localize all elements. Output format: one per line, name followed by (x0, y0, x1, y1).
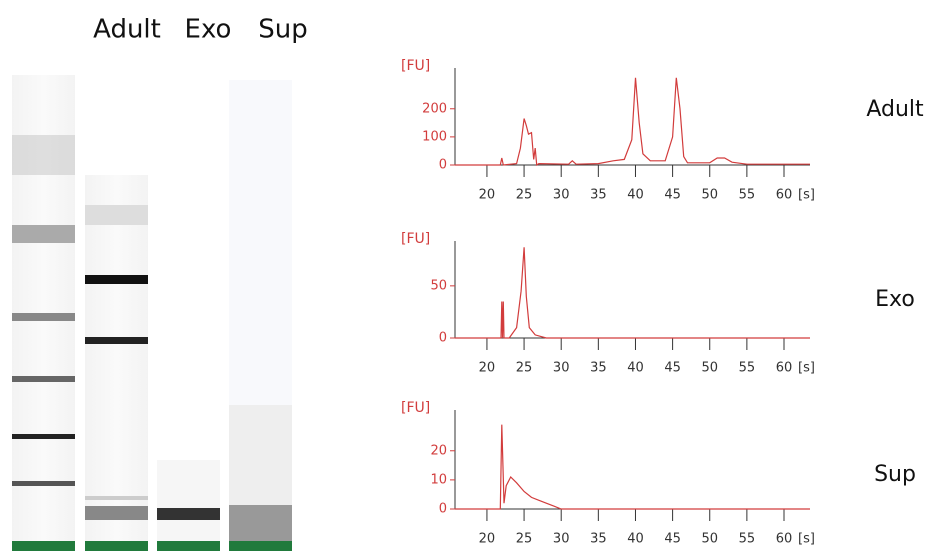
x-tick-label: 35 (590, 188, 607, 203)
band (85, 205, 148, 225)
band (12, 313, 75, 321)
x-tick-label: 25 (516, 361, 533, 376)
x-axis-label: [s] (798, 361, 815, 376)
x-tick-label: 55 (739, 361, 756, 376)
x-tick-label: 45 (664, 188, 681, 203)
band (12, 225, 75, 243)
y-tick-label: 200 (422, 101, 447, 116)
band (157, 508, 220, 520)
x-tick-label: 20 (479, 188, 496, 203)
x-tick-label: 30 (553, 532, 570, 547)
smear (229, 505, 292, 541)
band (12, 481, 75, 486)
lane-label: Exo (185, 15, 232, 45)
x-tick-label: 55 (739, 532, 756, 547)
band (85, 496, 148, 500)
x-tick-label: 25 (516, 532, 533, 547)
figure: Adult Exo Sup [FU]0100200202530354045505… (0, 0, 936, 551)
x-tick-label: 60 (776, 188, 793, 203)
x-tick-label: 60 (776, 361, 793, 376)
gel: Adult Exo Sup (12, 15, 308, 551)
x-tick-label: 40 (627, 361, 644, 376)
x-tick-label: 35 (590, 361, 607, 376)
x-tick-label: 55 (739, 188, 756, 203)
x-tick-label: 35 (590, 532, 607, 547)
band (85, 275, 148, 284)
band (12, 434, 75, 439)
marker (157, 541, 220, 551)
x-tick-label: 30 (553, 361, 570, 376)
y-tick-label: 0 (439, 502, 447, 517)
trace (455, 78, 810, 165)
lane-label: Adult (93, 15, 161, 45)
y-axis-label: [FU] (401, 58, 430, 74)
y-tick-label: 50 (430, 278, 447, 293)
x-tick-label: 20 (479, 361, 496, 376)
chart-title: Sup (874, 462, 916, 487)
adult-lane (85, 175, 148, 541)
x-tick-label: 45 (664, 361, 681, 376)
x-tick-label: 20 (479, 532, 496, 547)
y-axis-label: [FU] (401, 400, 430, 416)
x-tick-label: 60 (776, 532, 793, 547)
trace (455, 425, 810, 509)
y-tick-label: 0 (439, 158, 447, 173)
marker (12, 541, 75, 551)
chart-title: Adult (866, 97, 924, 122)
x-axis-label: [s] (798, 188, 815, 203)
marker (85, 541, 148, 551)
y-tick-label: 10 (430, 472, 447, 487)
x-tick-label: 45 (664, 532, 681, 547)
y-tick-label: 0 (439, 331, 447, 346)
lane-label: Sup (258, 15, 308, 45)
y-axis-label: [FU] (401, 231, 430, 247)
x-tick-label: 30 (553, 188, 570, 203)
band (85, 506, 148, 520)
chart-title: Exo (875, 287, 915, 312)
marker (229, 541, 292, 551)
exo-lane (157, 460, 220, 541)
x-axis-label: [s] (798, 532, 815, 547)
band (85, 337, 148, 344)
y-tick-label: 20 (430, 443, 447, 458)
band (12, 376, 75, 382)
band (12, 135, 75, 175)
trace (455, 247, 810, 338)
x-tick-label: 40 (627, 532, 644, 547)
x-tick-label: 40 (627, 188, 644, 203)
x-tick-label: 50 (701, 532, 718, 547)
x-tick-label: 50 (701, 361, 718, 376)
x-tick-label: 50 (701, 188, 718, 203)
y-tick-label: 100 (422, 129, 447, 144)
x-tick-label: 25 (516, 188, 533, 203)
